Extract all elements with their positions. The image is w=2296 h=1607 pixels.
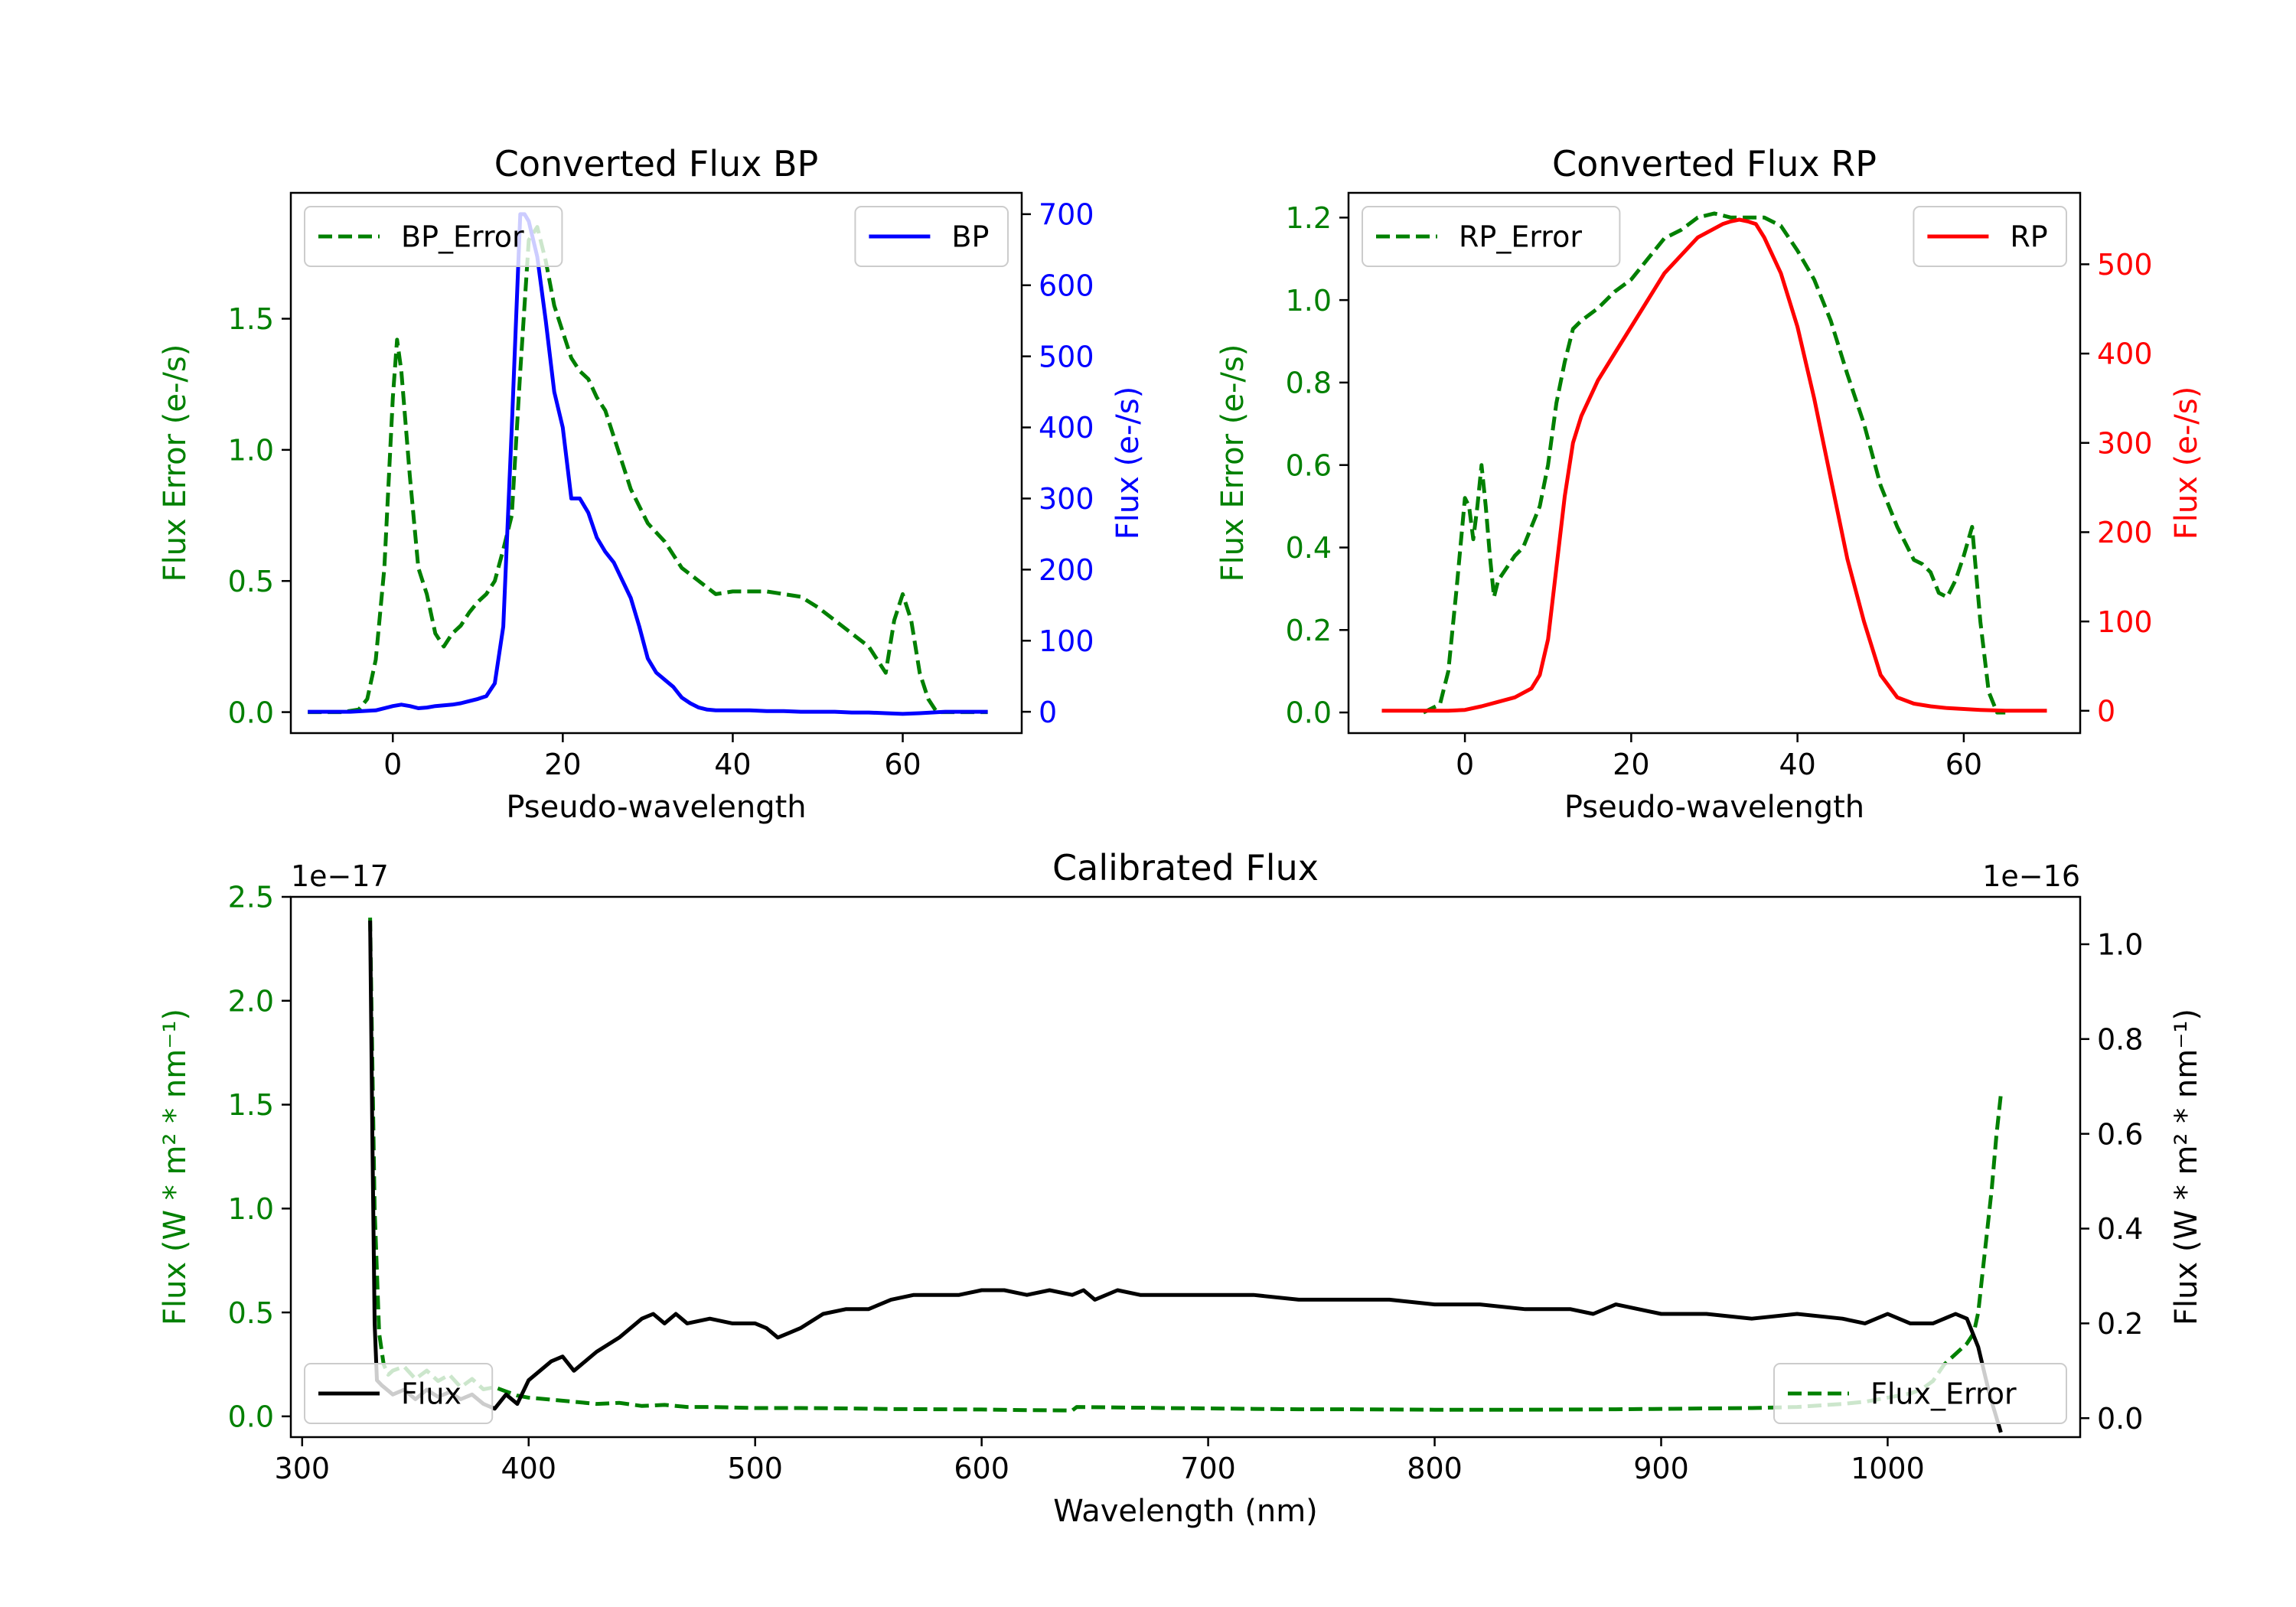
y-right-tick-label: 200 <box>2097 516 2153 549</box>
y-right-tick-label: 700 <box>1039 198 1094 232</box>
x-axis-label: Pseudo-wavelength <box>506 790 806 825</box>
y-right-offset-label: 1e−16 <box>1982 859 2080 893</box>
series-line-rp-error <box>1422 211 2006 715</box>
legend-flux: Flux <box>304 1363 494 1424</box>
y-right-tick-label: 0.6 <box>2097 1117 2143 1151</box>
series-line-bp <box>308 212 988 716</box>
panel-converted-flux-bp: 0 20 40 60 0.0 0.5 1.0 1.5 0 100 200 300 400 500 600 70… <box>158 143 1146 825</box>
legend-flux-error: Flux_Error <box>1773 1363 2067 1424</box>
x-tick-label: 600 <box>954 1452 1009 1485</box>
y-right-tick-label: 0.8 <box>2097 1022 2143 1056</box>
y-left-tick-label: 0.8 <box>1286 367 1332 400</box>
y-right-tick-label: 100 <box>2097 605 2153 639</box>
x-tick-label: 500 <box>727 1452 783 1485</box>
x-tick-label: 0 <box>1456 748 1474 781</box>
y-left-tick-label: 1.2 <box>1286 201 1332 235</box>
chart-title: Converted Flux BP <box>494 143 819 184</box>
y-right-tick-label: 200 <box>1039 553 1094 587</box>
legend-box <box>854 206 1009 267</box>
y-right-tick-label: 500 <box>1039 340 1094 373</box>
y-right-axis-label: Flux (e-/s) <box>1110 386 1146 539</box>
y-right-tick-label: 0.4 <box>2097 1212 2143 1246</box>
y-left-tick-label: 0.0 <box>228 1400 274 1434</box>
y-left-tick-label: 1.5 <box>228 302 274 336</box>
legend-label: RP <box>2010 220 2047 254</box>
y-right-tick-label: 1.0 <box>2097 928 2143 962</box>
y-left-tick-label: 2.0 <box>228 984 274 1018</box>
x-tick-label: 60 <box>884 748 921 781</box>
x-tick-label: 900 <box>1633 1452 1689 1485</box>
x-axis-label: Wavelength (nm) <box>1053 1494 1318 1529</box>
panel-converted-flux-rp: 0 20 40 60 0.0 0.2 0.4 0.6 0.8 1.0 1.2 0 100 200 300 40… <box>1215 143 2204 825</box>
y-left-axis-label: Flux (W * m² * nm⁻¹) <box>158 1009 193 1325</box>
y-left-tick-label: 2.5 <box>228 881 274 914</box>
x-tick-label: 400 <box>501 1452 556 1485</box>
panel-calibrated-flux: 300 400 500 600 700 800 900 1000 0.0 0.5 1.0 1.5 2.0… <box>158 847 2204 1529</box>
x-tick-label: 40 <box>714 748 751 781</box>
y-left-tick-label: 1.5 <box>228 1088 274 1122</box>
x-tick-label: 800 <box>1407 1452 1463 1485</box>
y-left-tick-label: 1.0 <box>1286 284 1332 318</box>
y-left-tick-label: 0.2 <box>1286 614 1332 647</box>
legend-box <box>1913 206 2067 267</box>
legend-rp: RP <box>1913 206 2067 267</box>
y-left-tick-label: 1.0 <box>228 1192 274 1226</box>
legend-bp: BP <box>854 206 1009 267</box>
legend-box <box>1362 206 1621 267</box>
y-right-tick-label: 400 <box>2097 337 2153 371</box>
x-tick-label: 60 <box>1945 748 1982 781</box>
y-right-tick-label: 0.0 <box>2097 1402 2143 1436</box>
legend-label: RP_Error <box>1459 220 1582 254</box>
x-tick-label: 300 <box>275 1452 331 1485</box>
y-right-tick-label: 0 <box>1039 696 1057 729</box>
series-line-rp <box>1381 217 2047 713</box>
y-right-tick-label: 300 <box>2097 426 2153 460</box>
x-tick-label: 40 <box>1779 748 1815 781</box>
legend-label: BP_Error <box>401 220 524 254</box>
x-tick-label: 0 <box>383 748 402 781</box>
legend-box <box>304 206 563 267</box>
y-right-tick-label: 0 <box>2097 695 2115 729</box>
chart-title: Converted Flux RP <box>1552 143 1877 184</box>
y-left-tick-label: 0.5 <box>228 1296 274 1330</box>
x-tick-label: 700 <box>1180 1452 1236 1485</box>
x-axis-label: Pseudo-wavelength <box>1564 790 1864 825</box>
legend-label: Flux_Error <box>1870 1377 2017 1411</box>
y-left-axis-label: Flux Error (e-/s) <box>158 344 193 582</box>
axes-frame <box>289 895 2082 1439</box>
legend-label: Flux <box>401 1377 461 1411</box>
y-right-tick-label: 400 <box>1039 411 1094 445</box>
y-right-tick-label: 500 <box>2097 248 2153 282</box>
legend-box <box>1773 1363 2067 1424</box>
y-left-tick-label: 1.0 <box>228 434 274 468</box>
legend-box <box>304 1363 494 1424</box>
axes-frame <box>1347 191 2082 735</box>
y-left-tick-label: 0.0 <box>1286 696 1332 730</box>
legend-rp-error: RP_Error <box>1362 206 1621 267</box>
y-right-tick-label: 600 <box>1039 269 1094 302</box>
x-tick-label: 1000 <box>1851 1452 1925 1485</box>
y-left-tick-label: 0.4 <box>1286 531 1332 565</box>
x-tick-label: 20 <box>1613 748 1649 781</box>
y-right-axis-label: Flux (e-/s) <box>2169 386 2204 539</box>
x-tick-label: 20 <box>544 748 581 781</box>
y-right-axis-label: Flux (W * m² * nm⁻¹) <box>2169 1009 2204 1325</box>
legend-label: BP <box>951 220 989 254</box>
y-right-tick-label: 100 <box>1039 624 1094 658</box>
axes-frame <box>289 191 1023 735</box>
y-left-tick-label: 0.6 <box>1286 448 1332 482</box>
chart-title: Calibrated Flux <box>1052 847 1319 888</box>
y-left-tick-label: 0.5 <box>228 565 274 598</box>
y-right-tick-label: 300 <box>1039 482 1094 516</box>
y-left-axis-label: Flux Error (e-/s) <box>1215 344 1251 582</box>
y-right-tick-label: 0.2 <box>2097 1307 2143 1341</box>
y-left-tick-label: 0.0 <box>228 696 274 729</box>
legend-bp-error: BP_Error <box>304 206 563 267</box>
y-left-offset-label: 1e−17 <box>291 859 389 893</box>
